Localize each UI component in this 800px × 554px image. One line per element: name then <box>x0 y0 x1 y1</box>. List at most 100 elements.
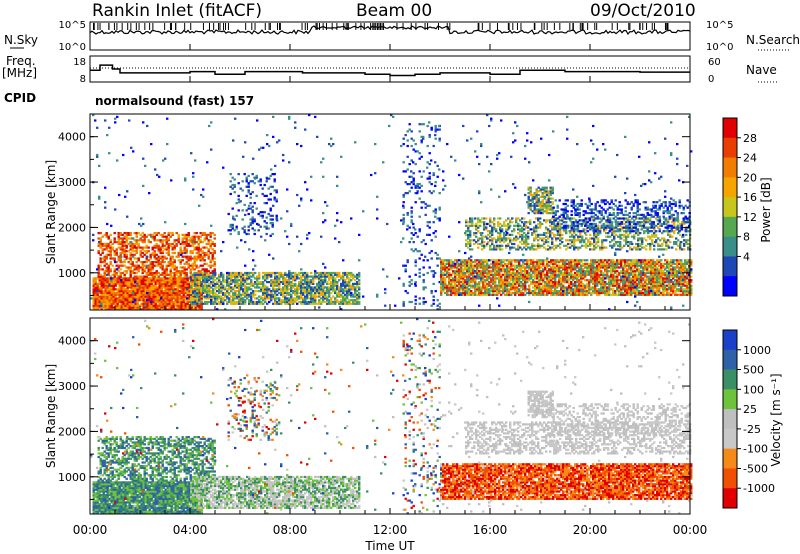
echo-cell <box>143 253 146 256</box>
echo-cell <box>112 293 115 296</box>
echo-cell <box>161 271 164 275</box>
echo-cell <box>320 275 323 278</box>
echo-cell <box>412 148 415 151</box>
echo-cell <box>266 288 269 291</box>
echo-cell <box>196 290 199 293</box>
echo-cell <box>169 271 172 275</box>
echo-cell <box>188 297 191 300</box>
echo-cell <box>196 277 199 280</box>
echo-cell <box>106 293 109 296</box>
echo-cell <box>318 279 321 282</box>
nsky-label: N.Sky <box>4 33 38 47</box>
echo-cell <box>120 304 123 307</box>
echo-cell <box>235 227 238 230</box>
echo-cell <box>164 282 167 286</box>
echo-cell <box>118 281 121 284</box>
echo-cell <box>109 239 112 242</box>
echo-cell <box>410 221 413 224</box>
echo-cell <box>251 220 254 223</box>
echo-cell <box>263 183 266 187</box>
echo-cell <box>123 255 126 258</box>
echo-cell <box>97 250 100 253</box>
echo-cell <box>324 281 327 284</box>
echo-cell <box>340 300 343 304</box>
echo-cell <box>132 297 135 300</box>
echo-cell <box>171 271 174 275</box>
echo-cell <box>344 295 347 298</box>
echo-cell <box>406 224 409 227</box>
echo-cell <box>158 295 161 298</box>
echo-cell <box>167 244 170 247</box>
echo-cell <box>210 275 213 278</box>
echo-cell <box>113 232 116 235</box>
echo-cell <box>195 266 198 269</box>
echo-cell <box>144 286 147 289</box>
echo-cell <box>243 203 246 207</box>
echo-cell <box>206 286 209 289</box>
echo-cell <box>161 255 164 258</box>
echo-cell <box>294 297 297 300</box>
echo-cell <box>354 288 357 291</box>
echo-cell <box>406 291 409 295</box>
echo-cell <box>137 275 140 278</box>
echo-cell <box>255 174 258 178</box>
echo-cell <box>190 297 193 300</box>
echo-cell <box>300 279 303 282</box>
echo-cell <box>404 268 407 271</box>
echo-cell <box>193 264 196 267</box>
echo-cell <box>226 282 229 286</box>
echo-cell <box>218 300 221 304</box>
nsky-series <box>89 23 691 36</box>
echo-cell <box>298 284 301 287</box>
echo-cell <box>288 275 291 278</box>
echo-cell <box>178 291 181 295</box>
echo-cell <box>244 302 247 305</box>
echo-cell <box>102 284 105 287</box>
echo-cell <box>196 297 199 300</box>
echo-cell <box>324 279 327 282</box>
echo-cell <box>184 302 187 305</box>
echo-cell <box>171 257 174 260</box>
echo-cell <box>103 255 106 258</box>
echo-cell <box>202 275 205 278</box>
echo-cell <box>96 306 99 309</box>
echo-cell <box>105 268 108 271</box>
echo-cell <box>94 286 97 289</box>
echo-cell <box>428 204 431 207</box>
echo-cell <box>110 291 113 295</box>
echo-cell <box>186 284 189 287</box>
echo-cell <box>336 275 339 278</box>
echo-cell <box>192 284 195 287</box>
echo-cell <box>182 304 185 307</box>
echo-cell <box>120 306 123 309</box>
echo-cell <box>123 275 126 278</box>
echo-cell <box>246 273 249 276</box>
echo-cell <box>214 293 217 296</box>
echo-cell <box>151 246 154 249</box>
echo-cell <box>199 232 202 235</box>
echo-cell <box>426 144 429 148</box>
echo-cell <box>412 181 415 184</box>
echo-cell <box>340 290 343 293</box>
echo-cell <box>109 268 112 271</box>
echo-cell <box>102 277 105 280</box>
echo-cell <box>167 239 170 242</box>
echo-cell <box>262 288 265 291</box>
echo-cell <box>266 281 269 284</box>
echo-cell <box>330 282 333 286</box>
echo-cell <box>286 282 289 286</box>
echo-cell <box>150 293 153 296</box>
echo-cell <box>156 290 159 293</box>
echo-cell <box>192 297 195 300</box>
echo-cell <box>97 264 100 267</box>
echo-cell <box>226 275 229 278</box>
echo-cell <box>356 299 359 302</box>
echo-cell <box>110 288 113 291</box>
echo-cell <box>249 192 252 196</box>
echo-cell <box>107 253 110 256</box>
echo-cell <box>312 275 315 278</box>
echo-cell <box>296 286 299 289</box>
echo-cell <box>124 308 127 311</box>
echo-cell <box>139 233 142 237</box>
echo-cell <box>282 282 285 286</box>
